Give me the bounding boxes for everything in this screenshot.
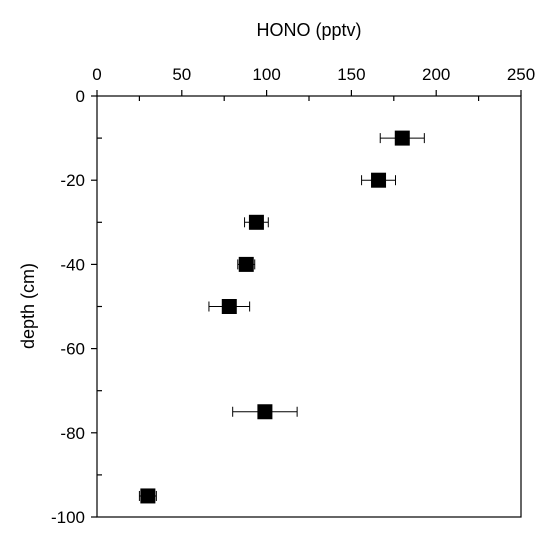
x-axis-title: HONO (pptv) <box>256 20 361 40</box>
y-tick-label: -40 <box>60 255 85 274</box>
y-tick-label: -60 <box>60 340 85 359</box>
y-tick-label: -20 <box>60 171 85 190</box>
x-tick-label: 150 <box>337 65 365 84</box>
y-tick-label: -80 <box>60 424 85 443</box>
x-tick-label: 200 <box>422 65 450 84</box>
x-tick-label: 100 <box>252 65 280 84</box>
y-tick-label: -100 <box>51 508 85 527</box>
plot-frame <box>96 95 522 518</box>
data-point <box>257 404 273 420</box>
y-tick-label: 0 <box>76 87 85 106</box>
y-axis-title: depth (cm) <box>18 263 38 349</box>
data-point <box>248 214 264 230</box>
x-tick-label: 0 <box>92 65 101 84</box>
x-tick-label: 50 <box>172 65 191 84</box>
data-point <box>140 488 156 504</box>
data-point <box>394 130 410 146</box>
data-point <box>238 256 254 272</box>
x-tick-label: 250 <box>507 65 535 84</box>
data-point <box>371 172 387 188</box>
plot-area: 0 50 100 150 200 250 0 -20 -40 -60 -80 -100 <box>51 65 535 527</box>
data-point <box>221 299 237 314</box>
